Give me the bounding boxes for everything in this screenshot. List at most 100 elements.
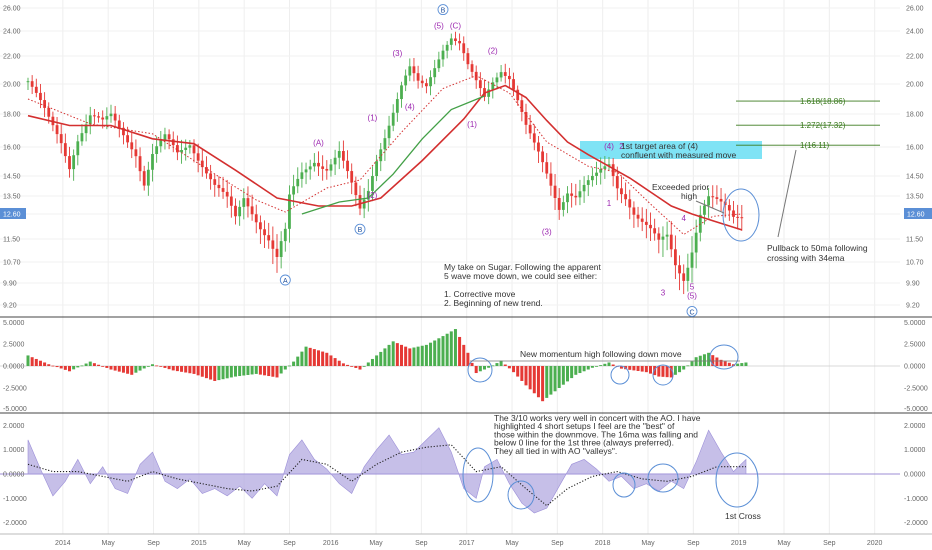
ao-bar-49 [229, 366, 233, 378]
ao-bar-11 [72, 366, 76, 370]
x-tick-11: Sep [551, 540, 564, 547]
ao-bar-109 [478, 366, 482, 372]
candle-body-88 [391, 112, 395, 126]
ao-bar-24 [126, 366, 130, 374]
candle-body-106 [466, 53, 470, 65]
ao-bar-72 [325, 352, 329, 366]
wave-label-10: (1) [467, 120, 477, 129]
ao-bar-155 [669, 366, 673, 378]
last-price-tag-left: 12.60 [0, 208, 26, 219]
ao-bar-159 [686, 365, 690, 367]
ao-bar-13 [80, 365, 84, 367]
ao-bar-70 [317, 350, 320, 366]
ao-bar-40 [192, 366, 196, 374]
candle-body-140 [607, 164, 611, 167]
ao-bar-15 [88, 361, 92, 366]
candle-body-172 [740, 217, 744, 219]
ao-bar-60 [275, 366, 279, 378]
candle-body-63 [288, 194, 291, 229]
candle-body-114 [499, 72, 503, 78]
ao-bar-17 [97, 364, 101, 366]
ao-bar-121 [528, 366, 532, 390]
ao-bar-84 [375, 355, 379, 366]
ao-bar-164 [707, 352, 711, 366]
candle-body-169 [727, 205, 731, 211]
ao-bar-82 [366, 362, 370, 366]
osc-tick-right-4: -2.0000 [904, 520, 928, 527]
ao-bar-105 [462, 344, 466, 366]
ao-bar-148 [640, 366, 644, 372]
candle-body-27 [138, 156, 142, 172]
candle-body-91 [404, 75, 408, 86]
candle-body-58 [267, 235, 271, 241]
ao-bar-3 [38, 360, 42, 366]
x-tick-6: 2016 [323, 540, 339, 547]
candle-body-8 [59, 134, 63, 144]
ao-bar-73 [329, 355, 333, 366]
candle-body-7 [55, 125, 59, 135]
candle-body-164 [707, 196, 710, 206]
candle-body-54 [250, 206, 254, 215]
ao-bar-32 [159, 366, 163, 367]
candle-body-47 [221, 188, 225, 192]
ao-bar-51 [238, 366, 242, 377]
candle-body-78 [350, 171, 354, 183]
candle-body-22 [117, 120, 121, 128]
candle-body-93 [412, 66, 416, 74]
fib-levels: 1.618(18.86) 1.272(17.32) 1(16.11) [736, 97, 880, 150]
price-tag-right-text: 12.60 [907, 212, 925, 219]
highlight-drawings [462, 149, 797, 510]
x-tick-14: Sep [687, 540, 700, 547]
pullback-pointer-line [777, 149, 797, 238]
candle-body-161 [694, 232, 698, 253]
wave-label-12: (3) [542, 227, 552, 236]
ao-bar-118 [516, 366, 520, 377]
ao-bar-139 [603, 363, 607, 366]
ao-bar-95 [420, 345, 424, 366]
x-tick-17: Sep [823, 540, 836, 547]
ao-bar-123 [536, 366, 540, 398]
candle-body-2 [34, 86, 38, 93]
ao-bar-16 [92, 363, 96, 366]
wave-label-7: (5) [434, 22, 444, 31]
ao-bar-12 [76, 366, 80, 368]
ao-bar-38 [184, 366, 188, 373]
ao-bar-27 [138, 366, 142, 371]
candle-body-83 [371, 176, 374, 191]
ao-tick-right-0: 5.0000 [904, 320, 926, 327]
candle-body-46 [217, 184, 221, 189]
candle-body-98 [433, 68, 437, 78]
ao-bar-48 [225, 366, 229, 379]
candle-body-118 [516, 89, 520, 101]
candle-body-96 [425, 83, 428, 87]
ao-bar-125 [545, 366, 549, 398]
candle-body-157 [678, 265, 681, 274]
ao-bar-138 [599, 365, 603, 366]
ao-bar-2 [34, 358, 38, 366]
ao-bar-68 [308, 347, 312, 366]
price-tick-right-4: 18.00 [906, 112, 924, 119]
wave-circle-0 [279, 274, 291, 286]
ao-bar-114 [499, 360, 503, 366]
wave-label-3: (1) [368, 114, 378, 123]
target-note-line2: confluent with measured move [621, 150, 737, 160]
candle-body-79 [354, 182, 358, 196]
candle-body-56 [259, 222, 262, 230]
oscillator-panel [0, 427, 900, 514]
ao-bar-29 [146, 366, 150, 367]
candle-body-122 [532, 133, 536, 143]
ao-bar-117 [512, 366, 516, 373]
candle-body-62 [283, 228, 287, 242]
ao-bar-135 [586, 366, 590, 370]
price-tick-left-10: 10.70 [3, 260, 21, 267]
fib-label-1: 1.272(17.32) [800, 121, 846, 130]
candle-body-147 [636, 214, 640, 219]
ao-tick-right-1: 2.5000 [904, 342, 926, 349]
candle-body-159 [686, 267, 690, 281]
ao-bar-23 [121, 366, 125, 373]
ao-tick-right-2: 0.0000 [904, 364, 926, 371]
wave-label-19: (5) [687, 292, 697, 301]
candle-body-153 [661, 236, 665, 240]
ao-bar-44 [209, 366, 213, 380]
candle-body-111 [487, 89, 491, 97]
